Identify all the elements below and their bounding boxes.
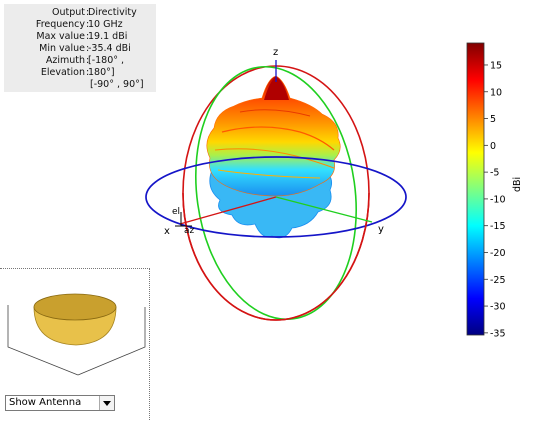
info-value: 19.1 dBi xyxy=(88,31,128,42)
info-value: 10 GHz xyxy=(88,19,123,30)
pattern-info-panel: Output: Directivity Frequency: 10 GHz Ma… xyxy=(4,4,156,92)
info-key: Azimuth xyxy=(45,55,85,66)
el-label: el xyxy=(172,207,180,217)
info-row-elevation: Elevation: 180°] xyxy=(4,67,156,79)
info-colon: : xyxy=(86,43,90,54)
preview-box-right xyxy=(77,307,146,376)
az-label: az xyxy=(184,226,195,236)
pattern-main-lobe xyxy=(206,75,341,197)
info-key: Frequency xyxy=(35,19,85,30)
info-value: [-180° , xyxy=(88,55,125,66)
antenna-preview[interactable] xyxy=(0,269,150,421)
dish-rim xyxy=(33,293,117,321)
dropdown-value: Show Antenna xyxy=(9,397,82,408)
lobe-ridge xyxy=(214,148,335,169)
chevron-down-icon[interactable] xyxy=(99,396,114,410)
info-row-azimuth: Azimuth: [-180° , xyxy=(4,55,156,67)
info-colon: : xyxy=(86,67,90,78)
show-antenna-dropdown[interactable]: Show Antenna xyxy=(5,395,115,411)
x-axis-label: x xyxy=(164,226,170,237)
info-key: Max value xyxy=(36,31,85,42)
info-value: -35.4 dBi xyxy=(88,43,131,54)
lobe-ridge xyxy=(221,126,335,151)
elevation-circle-yz xyxy=(194,65,358,321)
antenna-preview-panel xyxy=(0,268,150,420)
lobe-ridge xyxy=(217,169,321,179)
info-row-max-value: Max value: 19.1 dBi xyxy=(4,31,156,43)
info-colon: : xyxy=(86,31,90,42)
info-value: [-90° , 90°] xyxy=(90,79,144,90)
z-axis-label: z xyxy=(273,47,278,58)
info-value: 180°] xyxy=(88,67,115,78)
info-row-elevation-range: [-90° , 90°] xyxy=(4,79,156,91)
info-row-frequency: Frequency: 10 GHz xyxy=(4,19,156,31)
info-value: Directivity xyxy=(88,7,137,18)
info-key: Output xyxy=(52,7,85,18)
info-colon: : xyxy=(86,55,90,66)
azimuth-circle xyxy=(145,156,407,238)
preview-box-left xyxy=(7,305,79,376)
info-key: Elevation xyxy=(40,67,85,78)
elevation-circle-xz-front xyxy=(182,192,370,321)
info-colon: : xyxy=(86,7,90,18)
info-row-min-value: Min value: -35.4 dBi xyxy=(4,43,156,55)
info-colon: : xyxy=(86,19,90,30)
x-axis xyxy=(179,196,277,225)
info-row-output: Output: Directivity xyxy=(4,7,156,19)
y-axis-label: y xyxy=(378,224,384,235)
lobe-tip xyxy=(264,77,289,100)
y-axis xyxy=(275,196,373,223)
info-key: Min value xyxy=(39,43,85,54)
lobe-ridge xyxy=(239,109,311,117)
